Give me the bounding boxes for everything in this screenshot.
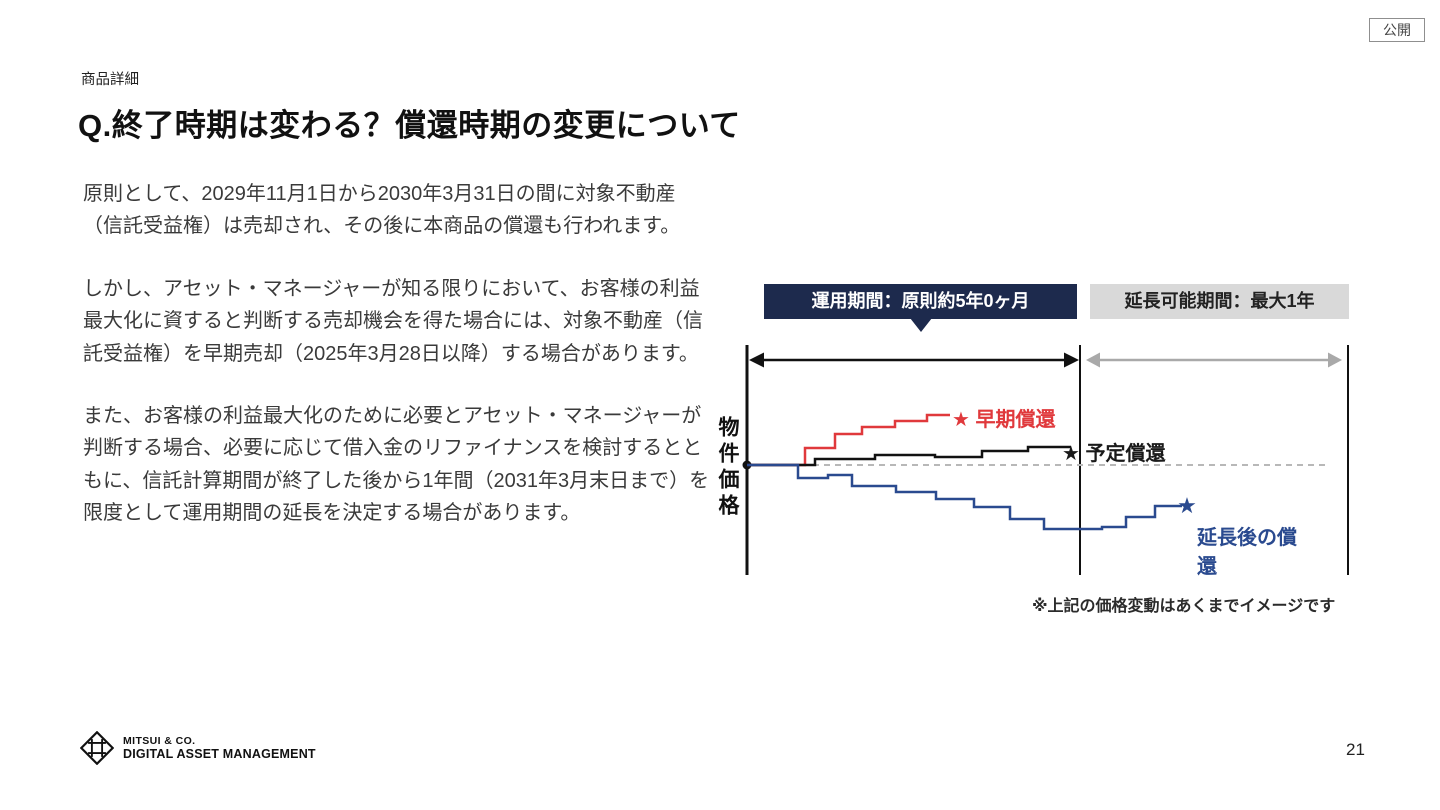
early-redemption-label: ★ 早期償還 xyxy=(952,409,1056,431)
extended-star-icon: ★ xyxy=(1177,493,1197,518)
early-redemption-line xyxy=(747,413,950,467)
disclaimer-note: ※上記の価格変動はあくまでイメージです xyxy=(1032,598,1336,615)
paragraph-2: しかし、アセット・マネージャーが知る限りにおいて、お客様の利益最大化に資すると判… xyxy=(83,277,703,365)
eyebrow-label: 商品詳細 xyxy=(81,72,139,88)
mitsui-igeta-logo-icon xyxy=(80,731,114,765)
operation-period-header: 運用期間：原則約5年0ヶ月 xyxy=(764,284,1077,319)
paragraph-3: また、お客様の利益最大化のために必要とアセット・マネージャーが判断する場合、必要… xyxy=(83,404,710,525)
extended-redemption-line xyxy=(747,463,1182,531)
operation-arrow-right-head-icon xyxy=(1064,352,1079,368)
company-logo: MITSUI & CO. DIGITAL ASSET MANAGEMENT xyxy=(80,731,316,765)
company-logo-text: MITSUI & CO. DIGITAL ASSET MANAGEMENT xyxy=(123,735,316,761)
planned-redemption-label: ★ 予定償還 xyxy=(1062,443,1166,465)
price-diagram: ★ xyxy=(742,345,1349,575)
planned-redemption-line xyxy=(747,445,1071,467)
operation-arrow-left-head-icon xyxy=(749,352,764,368)
page-title: Q.終了時期は変わる？償還時期の変更について xyxy=(78,108,741,143)
logo-text-line1: MITSUI & CO. xyxy=(123,735,196,747)
classification-badge: 公開 xyxy=(1369,18,1425,42)
operation-period-pointer-icon xyxy=(910,318,932,332)
logo-text-line2: DIGITAL ASSET MANAGEMENT xyxy=(123,747,316,761)
body-text: 原則として、2029年11月1日から2030年3月31日の間に対象不動産（信託受… xyxy=(83,178,711,560)
extension-arrow-right-head-icon xyxy=(1328,352,1342,368)
extended-redemption-label: 延長後の償還 xyxy=(1197,527,1297,578)
extension-arrow-left-head-icon xyxy=(1086,352,1100,368)
paragraph-1: 原則として、2029年11月1日から2030年3月31日の間に対象不動産（信託受… xyxy=(83,183,681,238)
page-number: 21 xyxy=(1346,740,1365,759)
extension-period-header: 延長可能期間：最大1年 xyxy=(1090,284,1349,319)
y-axis-label: 物件価格 xyxy=(716,416,739,520)
